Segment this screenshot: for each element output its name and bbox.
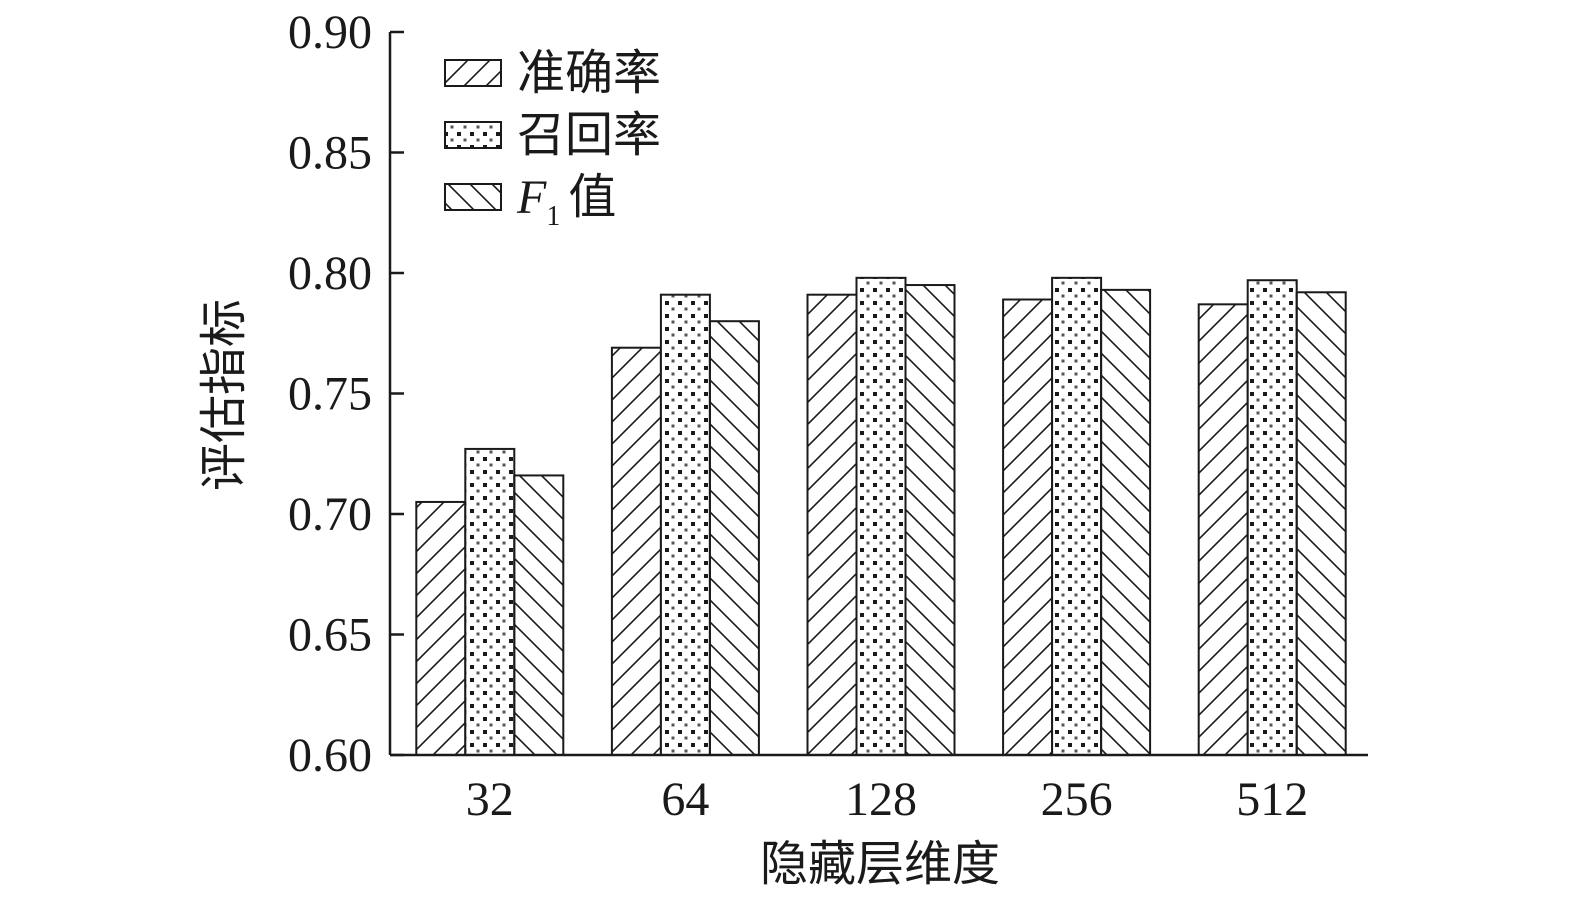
legend-label: F1 值 [516,171,616,232]
legend-swatch [444,59,502,87]
bar-accuracy-32 [415,500,467,757]
legend-swatch [444,183,502,211]
legend-item-recall: 召回率 [444,109,661,162]
bar-f1-512 [1295,291,1347,756]
x-tick-label: 512 [1236,773,1308,826]
y-tick-label: 0.90 [288,6,372,59]
y-axis-title: 评估指标 [198,299,251,491]
y-tick-label: 0.60 [288,729,372,782]
x-tick-label: 256 [1041,773,1113,826]
x-tick-label: 32 [466,773,514,826]
legend-label: 准确率 [517,47,661,100]
bar-accuracy-64 [610,346,662,756]
y-tick-label: 0.75 [288,368,372,421]
x-axis-title: 隐藏层维度 [760,838,1000,891]
y-tick-label: 0.85 [288,127,372,180]
x-tick-label: 128 [845,773,917,826]
bar-recall-128 [855,276,907,756]
bar-recall-256 [1051,276,1103,756]
bar-recall-64 [659,293,711,756]
x-tick-label: 64 [661,773,709,826]
bar-f1-256 [1100,288,1152,756]
bar-recall-512 [1246,279,1298,756]
bar-f1-128 [904,284,956,756]
legend-item-accuracy: 准确率 [444,47,661,100]
x-axis-ticks: 32 64 128 256 512 [466,773,1308,826]
y-axis-ticks: 0.60 0.65 0.70 0.75 0.80 0.85 0.90 [288,6,404,782]
bars-layer [415,276,1347,757]
bar-f1-64 [708,320,760,756]
legend-swatch [444,121,502,149]
legend-item-f1: F1 值 [444,171,616,232]
y-tick-label: 0.70 [288,488,372,541]
legend-label: 召回率 [517,109,661,162]
y-tick-label: 0.80 [288,247,372,300]
bar-accuracy-256 [1002,298,1054,756]
bar-f1-32 [513,474,565,756]
bar-accuracy-512 [1197,303,1249,756]
y-tick-label: 0.65 [288,609,372,662]
bar-accuracy-128 [806,293,858,756]
bar-recall-32 [464,447,516,756]
